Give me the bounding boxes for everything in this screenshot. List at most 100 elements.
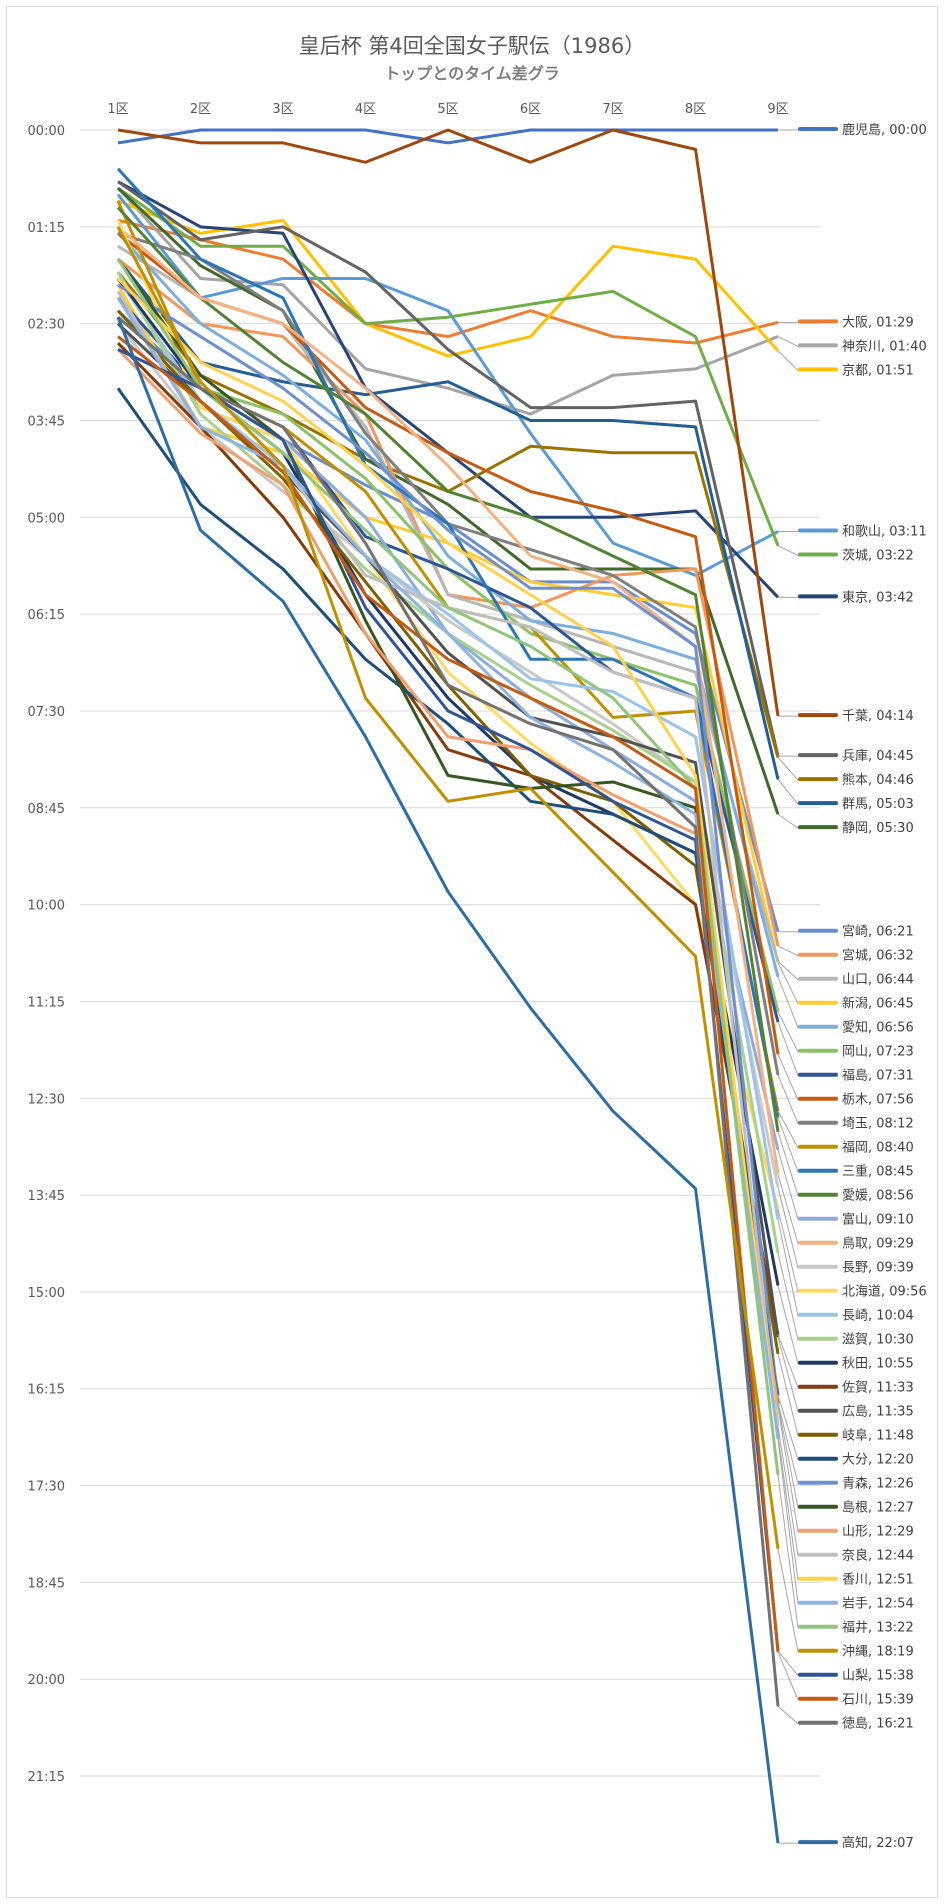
y-tick-label: 17:30 — [28, 1480, 65, 1495]
series-line — [116, 232, 780, 978]
series-end-label: 富山, 09:10 — [842, 1212, 914, 1228]
series-line — [116, 187, 780, 815]
series-end-label: 大分, 12:20 — [842, 1453, 914, 1468]
x-tick-label: 6区 — [520, 102, 541, 117]
series-end-label: 京都, 01:51 — [842, 363, 914, 378]
series-end-label: 岐阜, 11:48 — [842, 1428, 914, 1444]
series-end-label: 山口, 06:44 — [842, 973, 914, 988]
series-line — [116, 290, 780, 1427]
series-end-label: 北海道, 09:56 — [842, 1285, 927, 1300]
y-tick-label: 07:30 — [28, 705, 65, 720]
series-line — [116, 206, 780, 1133]
series-line — [117, 348, 780, 1651]
series-line — [116, 322, 780, 1338]
series-end-label: 鹿児島, 00:00 — [842, 122, 927, 138]
series-line — [117, 257, 780, 947]
y-tick-label: 11:15 — [28, 995, 65, 1010]
series-end-label: 福島, 07:31 — [842, 1069, 914, 1084]
series-line — [116, 316, 780, 1844]
series-end-label: 広島, 11:35 — [842, 1405, 914, 1420]
y-tick-label: 15:00 — [28, 1286, 65, 1301]
series-end-label: 長野, 09:39 — [842, 1261, 914, 1276]
series-line — [116, 322, 780, 1188]
y-tick-label: 00:00 — [28, 124, 65, 139]
series-line — [116, 348, 780, 1408]
series-end-label: 宮城, 06:32 — [842, 948, 914, 964]
x-tick-label: 7区 — [602, 102, 623, 117]
series-end-label: 愛媛, 08:56 — [842, 1189, 914, 1204]
series-end-label: 徳島, 16:21 — [842, 1717, 914, 1732]
y-tick-label: 12:30 — [28, 1092, 65, 1107]
series-end-label: 栃木, 07:56 — [842, 1093, 914, 1108]
series-end-label: 青森, 12:26 — [842, 1477, 914, 1492]
series-end-label: 鳥取, 09:29 — [842, 1237, 914, 1252]
series-line — [117, 218, 779, 345]
y-tick-label: 10:00 — [28, 899, 65, 914]
series-end-label: 兵庫, 04:45 — [842, 749, 914, 764]
series-end-label: 宮崎, 06:21 — [842, 924, 914, 940]
series-end-label: 東京, 03:42 — [842, 589, 914, 605]
y-tick-label: 01:15 — [28, 221, 65, 236]
y-tick-label: 05:00 — [28, 511, 65, 526]
series-end-label: 和歌山, 03:11 — [842, 525, 927, 540]
series-line — [116, 226, 780, 1550]
chart-subtitle: トップとのタイム差グラ — [384, 64, 560, 83]
series-end-label: 福井, 13:22 — [842, 1621, 914, 1636]
leader-line — [777, 1011, 806, 1053]
series-end-label: 佐賀, 11:33 — [842, 1381, 914, 1396]
leader-line — [777, 757, 806, 781]
series-line — [116, 258, 780, 780]
leader-line — [777, 1336, 806, 1413]
series-line — [116, 193, 779, 577]
series-line — [116, 167, 780, 1118]
x-tick-label: 3区 — [272, 102, 293, 117]
leader-line — [777, 1548, 806, 1653]
chart-title: 皇后杯 第4回全国女子駅伝（1986） — [298, 34, 646, 58]
series-line — [116, 219, 780, 1210]
series-line — [117, 128, 780, 717]
leader-line — [777, 1054, 806, 1101]
y-tick-label: 20:00 — [28, 1673, 65, 1688]
series-line — [117, 186, 780, 547]
series-end-label: 香川, 12:51 — [842, 1573, 914, 1588]
series-end-label: 山梨, 15:38 — [842, 1669, 914, 1684]
series-line — [117, 128, 778, 145]
x-tick-label: 1区 — [107, 102, 128, 117]
series-end-label: 熊本, 04:46 — [842, 772, 914, 788]
series-end-label: 埼玉, 08:12 — [842, 1117, 914, 1132]
series-line — [116, 387, 780, 1396]
series-end-label: 長崎, 10:04 — [842, 1309, 914, 1324]
x-tick-label: 8区 — [685, 102, 706, 117]
series-end-label: 千葉, 04:14 — [842, 709, 914, 724]
y-tick-label: 03:45 — [28, 414, 65, 429]
series-end-label: 高知, 22:07 — [842, 1835, 914, 1851]
series-end-label: 福岡, 08:40 — [842, 1141, 914, 1156]
y-tick-label: 08:45 — [28, 802, 65, 817]
x-tick-label: 2区 — [190, 102, 211, 117]
x-tick-label: 5区 — [437, 102, 458, 117]
series-end-label: 神奈川, 01:40 — [842, 339, 927, 354]
series-end-label: 沖縄, 18:19 — [842, 1645, 914, 1660]
series-line — [116, 277, 780, 1220]
x-tick-label: 4区 — [355, 102, 376, 117]
y-tick-label: 13:45 — [28, 1189, 65, 1204]
series-end-label: 群馬, 05:03 — [842, 797, 914, 812]
series-end-label: 新潟, 06:45 — [842, 996, 914, 1012]
series-line — [116, 277, 780, 1436]
series-line — [117, 316, 780, 1707]
series-end-label: 愛知, 06:56 — [842, 1020, 914, 1036]
series-end-label: 岩手, 12:54 — [842, 1597, 914, 1612]
series-end-label: 茨城, 03:22 — [842, 549, 914, 564]
y-tick-label: 21:15 — [28, 1770, 65, 1785]
series-line — [116, 297, 780, 1440]
series-line — [117, 335, 780, 1653]
y-tick-label: 02:30 — [28, 318, 65, 333]
leader-line — [777, 962, 806, 1005]
series-line — [116, 187, 779, 416]
leader-line — [777, 1149, 806, 1221]
y-tick-label: 16:15 — [28, 1383, 65, 1398]
series-line — [116, 258, 780, 1405]
series-line — [117, 225, 780, 1175]
series-end-label: 島根, 12:27 — [842, 1501, 914, 1516]
